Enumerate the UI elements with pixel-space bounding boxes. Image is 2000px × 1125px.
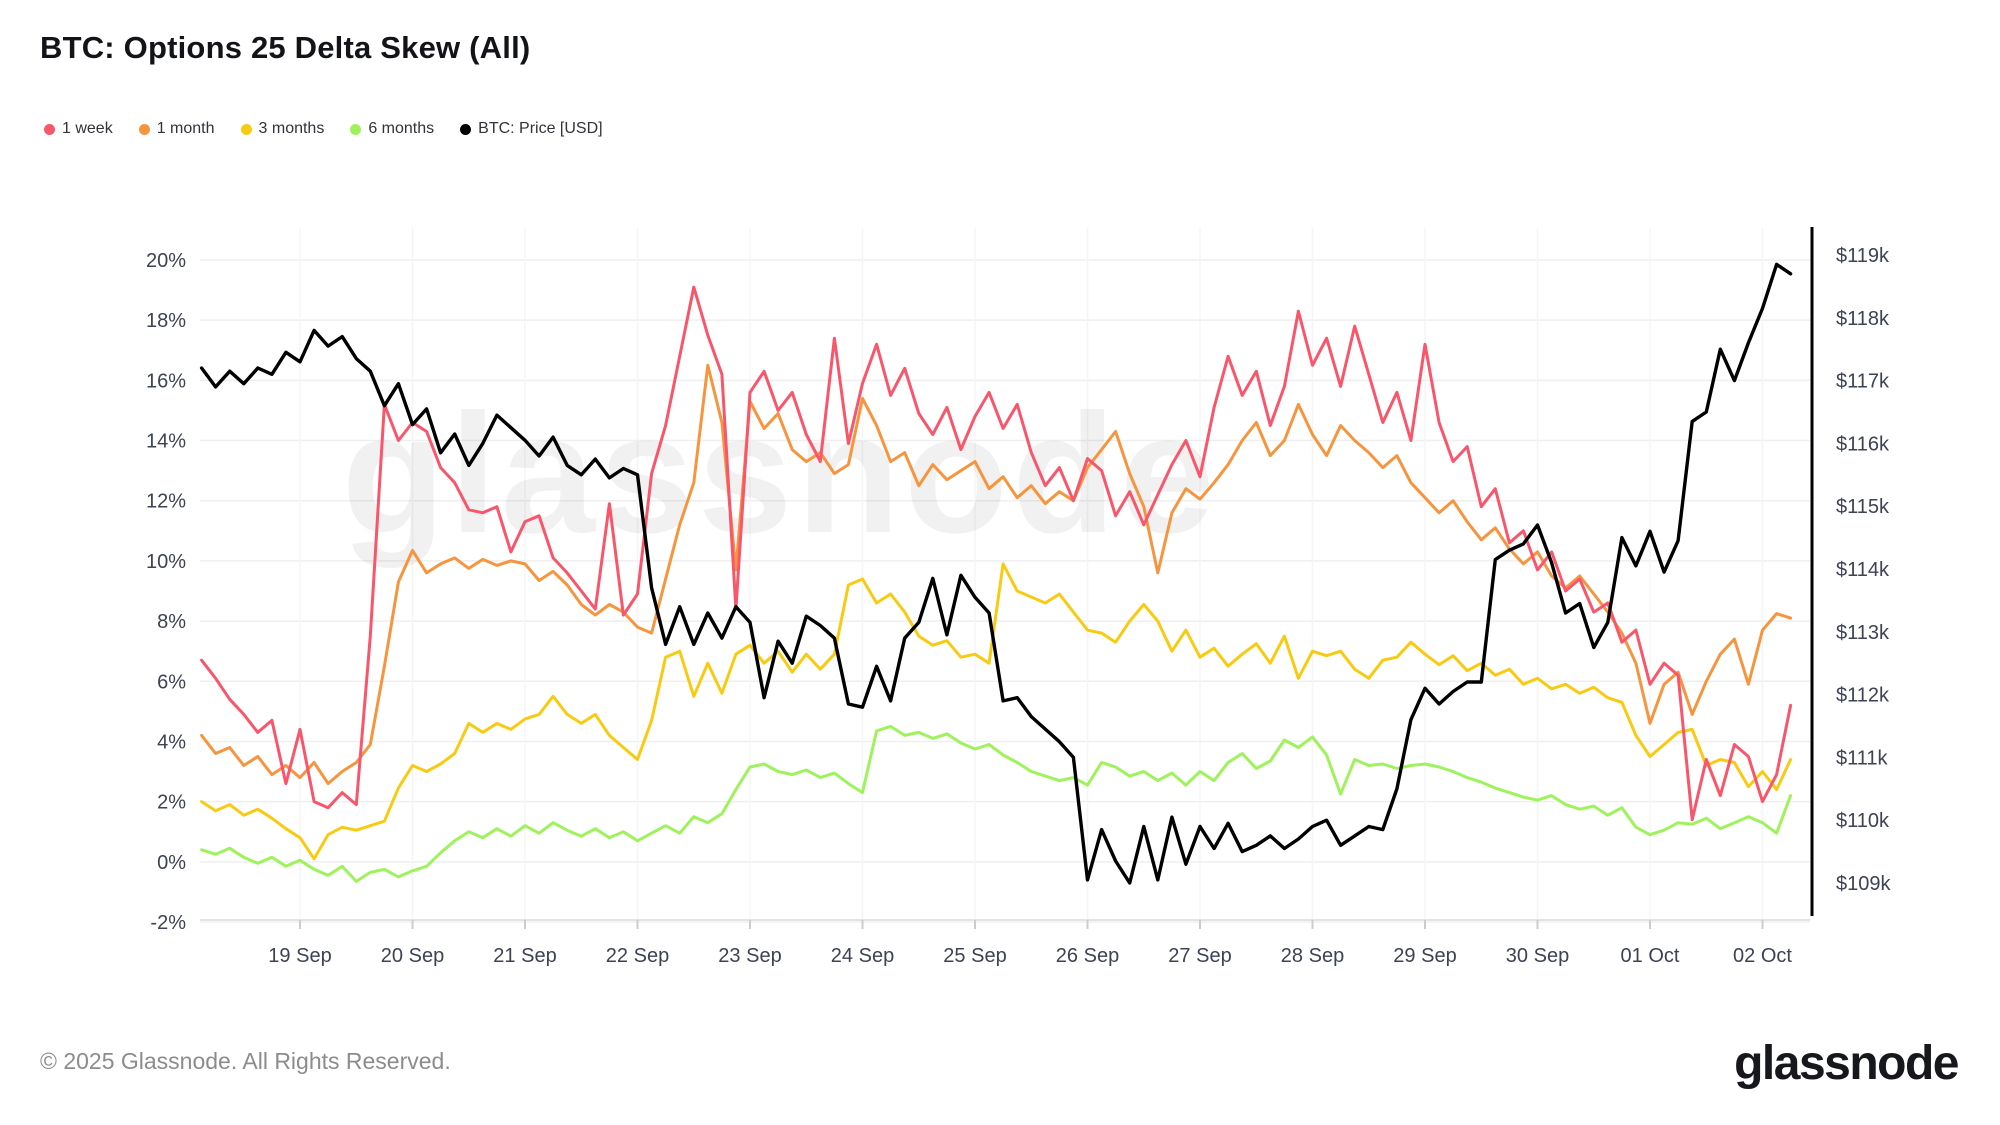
plot-area[interactable] [200,228,1810,920]
right-axis-label: $117k [1836,371,1890,393]
legend-dot [240,123,252,135]
chart-legend: 1 week 1 month 3 months 6 months BTC: Price … [44,120,603,138]
left-axis-label: 12% [146,491,186,513]
x-axis-label: 01 Oct [1621,945,1680,967]
x-axis-label: 29 Sep [1393,945,1456,967]
left-axis-label: 14% [146,431,186,453]
legend-label: 1 week [62,120,113,137]
copyright-text: © 2025 Glassnode. All Rights Reserved. [40,1048,451,1074]
glassnode-logo: glassnode [1734,1037,1959,1090]
series-line-btc-price-usd- [199,262,1793,885]
x-axis-label: 21 Sep [493,945,556,967]
legend-item-1-month[interactable]: 1 month [138,120,215,138]
x-axis-label: 28 Sep [1281,945,1344,967]
legend-dot [350,123,362,135]
series-line-1-week [200,285,1793,822]
legend-label: 6 months [368,120,435,137]
x-axis-label: 23 Sep [718,945,781,967]
x-axis-label: 20 Sep [381,945,444,967]
left-axis-label: 6% [157,671,186,693]
legend-dot [460,123,472,135]
x-axis-label: 27 Sep [1168,945,1231,967]
left-axis-label: -2% [150,912,186,934]
left-axis-label: 4% [157,731,186,753]
right-axis-label: $115k [1836,496,1890,518]
x-axis-label: 22 Sep [606,945,669,967]
right-axis-label: $114k [1836,559,1890,581]
legend-dot [44,123,55,135]
right-axis-label: $119k [1836,245,1890,267]
legend-item-3-months[interactable]: 3 months [240,120,325,138]
right-axis-label: $109k [1836,873,1891,895]
left-axis-label: 2% [157,792,186,814]
right-axis-label: $118k [1836,308,1890,330]
left-axis-label: 8% [157,611,186,633]
right-axis-label: $116k [1836,433,1890,455]
x-axis-label: 30 Sep [1506,945,1569,967]
right-axis-label: $113k [1836,622,1890,644]
series-line-6-months [200,724,1793,883]
series-line-1-month [200,363,1793,786]
left-axis-label: 16% [146,370,186,392]
left-axis-label: 18% [146,310,186,332]
page-title: BTC: Options 25 Delta Skew (All) [40,30,531,65]
legend-label: BTC: Price [USD] [478,120,603,137]
legend-dot [138,123,150,135]
right-axis-label: $111k [1836,747,1889,769]
x-axis-label: 25 Sep [943,945,1006,967]
legend-item-6-months[interactable]: 6 months [350,120,434,138]
legend-item-btc-price-usd-[interactable]: BTC: Price [USD] [460,120,603,138]
x-axis-label: 02 Oct [1733,945,1792,967]
left-axis-label: 20% [146,250,186,272]
right-axis-label: $112k [1836,685,1890,707]
x-axis-label: 26 Sep [1056,945,1119,967]
x-axis-label: 19 Sep [268,945,331,967]
series-line-3-months [200,562,1793,861]
left-axis-label: 0% [157,852,186,874]
legend-label: 3 months [258,120,325,137]
left-axis-label: 10% [146,551,186,573]
x-axis-label: 24 Sep [831,945,894,967]
legend-label: 1 month [156,120,215,137]
right-axis-label: $110k [1836,810,1890,832]
legend-item-1-week[interactable]: 1 week [44,120,113,138]
